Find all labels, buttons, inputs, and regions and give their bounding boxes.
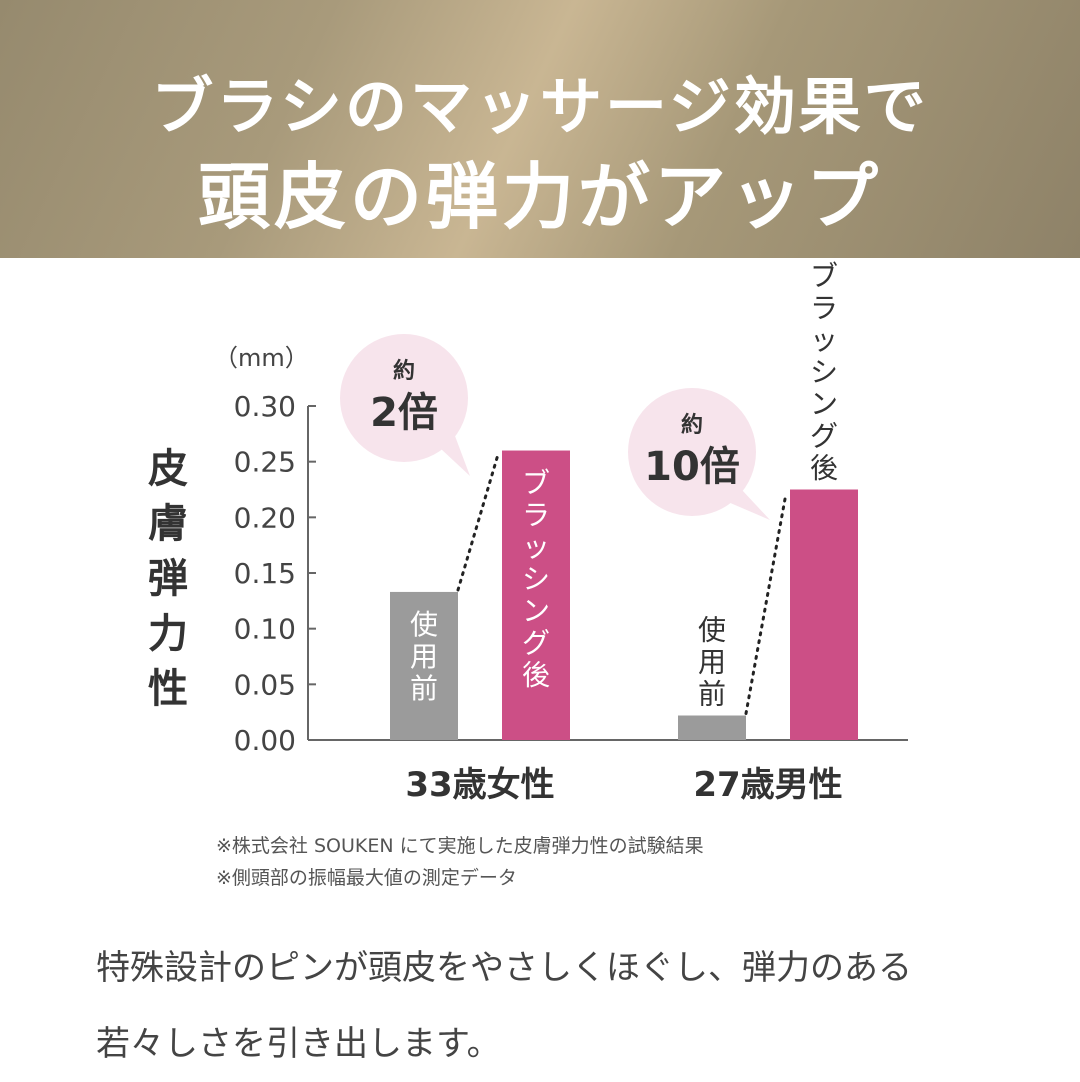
bar-label-char: ブ bbox=[522, 467, 550, 500]
y-axis-label-char: 膚 bbox=[148, 501, 188, 547]
banner-title-line-1: ブラシのマッサージ効果で bbox=[151, 70, 929, 143]
bar-label-char: ッ bbox=[522, 531, 550, 564]
bar-label-char: ラ bbox=[810, 292, 838, 325]
bar-label-char: 用 bbox=[410, 640, 438, 673]
y-tick-label: 0.10 bbox=[234, 613, 296, 646]
header-banner: ブラシのマッサージ効果で 頭皮の弾力がアップ bbox=[0, 0, 1080, 258]
annotation-prefix: 約 bbox=[393, 358, 415, 384]
speech-bubble-tail bbox=[440, 436, 470, 476]
y-axis-label-char: 力 bbox=[148, 611, 188, 657]
speech-bubble-tail bbox=[728, 490, 770, 520]
elasticity-bar-chart: （mm）皮膚弾力性0.000.050.100.150.200.250.30使用前… bbox=[148, 260, 908, 805]
bar-label-char: グ bbox=[522, 627, 550, 660]
y-tick-label: 0.00 bbox=[234, 724, 296, 757]
bar-label-char: 前 bbox=[410, 672, 438, 705]
speech-bubble bbox=[628, 388, 756, 516]
category-label: 33歳女性 bbox=[405, 765, 554, 805]
description-text: 特殊設計のピンが頭皮をやさしくほぐし、弾力のある 若々しさを引き出します。 bbox=[96, 930, 912, 1082]
growth-connector bbox=[456, 453, 500, 592]
unit-label: （mm） bbox=[214, 344, 309, 372]
description-line-2: 若々しさを引き出します。 bbox=[96, 1024, 501, 1064]
category-label: 27歳男性 bbox=[693, 765, 842, 805]
bar-before bbox=[390, 591, 458, 740]
bar-label-char: ン bbox=[522, 595, 550, 628]
growth-connector bbox=[744, 492, 788, 716]
bar-label-char: ブ bbox=[810, 260, 838, 293]
speech-bubble bbox=[340, 334, 468, 462]
y-tick-label: 0.25 bbox=[234, 446, 296, 479]
annotation-prefix: 約 bbox=[681, 412, 703, 438]
y-axis-label-char: 弾 bbox=[148, 556, 188, 602]
y-tick-label: 0.05 bbox=[234, 668, 296, 701]
bar-label-char: 前 bbox=[698, 678, 726, 711]
bar-after bbox=[790, 489, 858, 740]
bar-label-char: ン bbox=[810, 388, 838, 421]
bar-before bbox=[678, 715, 746, 740]
bar-label-char: 用 bbox=[698, 646, 726, 679]
bar-label-char: 後 bbox=[522, 659, 550, 692]
bar-label-char: シ bbox=[522, 563, 550, 596]
y-axis-label-char: 性 bbox=[148, 666, 188, 712]
bar-label-char: グ bbox=[810, 420, 838, 453]
bar-label-char: ッ bbox=[810, 324, 838, 357]
footnote-2: ※側頭部の振幅最大値の測定データ bbox=[216, 867, 517, 889]
y-tick-label: 0.30 bbox=[234, 390, 296, 423]
bar-label-char: 使 bbox=[410, 608, 438, 641]
banner-title-line-2: 頭皮の弾力がアップ bbox=[197, 155, 882, 239]
bar-after bbox=[502, 450, 570, 740]
y-tick-label: 0.15 bbox=[234, 557, 296, 590]
bar-label-char: ラ bbox=[522, 499, 550, 532]
footnotes: ※株式会社 SOUKEN にて実施した皮膚弾力性の試験結果 ※側頭部の振幅最大値… bbox=[216, 830, 704, 894]
bar-label-char: 使 bbox=[698, 614, 726, 647]
y-axis-label-char: 皮 bbox=[148, 446, 188, 492]
annotation-value: 2倍 bbox=[370, 390, 438, 436]
description-line-1: 特殊設計のピンが頭皮をやさしくほぐし、弾力のある bbox=[96, 948, 912, 988]
y-tick-label: 0.20 bbox=[234, 501, 296, 534]
bar-label-char: シ bbox=[810, 356, 838, 389]
annotation-value: 10倍 bbox=[644, 444, 740, 490]
bar-label-char: 後 bbox=[810, 452, 838, 485]
footnote-1: ※株式会社 SOUKEN にて実施した皮膚弾力性の試験結果 bbox=[216, 835, 704, 857]
